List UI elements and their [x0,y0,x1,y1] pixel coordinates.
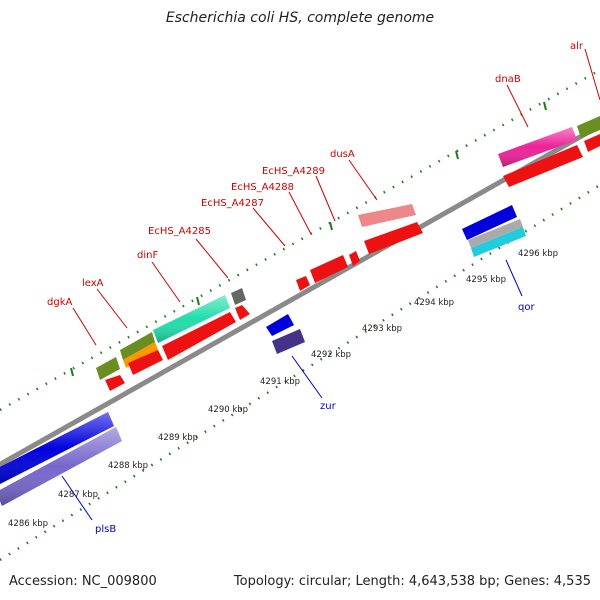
gene-zur-b[interactable] [272,329,305,354]
gene-label-alr: alr [570,41,584,52]
accession-label: Accession: NC_009800 [9,574,157,589]
cds-alr[interactable] [584,134,600,152]
cds-dinF[interactable] [162,312,236,360]
kbp-label-4296: 4296 kbp [518,249,558,259]
gene-lexA[interactable] [120,332,155,360]
gene-qor-c[interactable] [471,227,526,257]
gene-qor-b[interactable] [468,219,523,248]
kbp-label-4288: 4288 kbp [108,461,148,471]
label-leaders [61,48,600,521]
gene-label-EcHS_A4287: EcHS_A4287 [201,198,264,209]
gene-small-gray[interactable] [231,288,246,305]
gene-labels: dgkA lexA dinF EcHS_A4285 EcHS_A4287 EcH… [47,41,584,535]
genes-top-strand [96,116,600,380]
kbp-label-4292: 4292 kbp [311,350,351,360]
gene-qor[interactable] [462,205,517,240]
kbp-tick-labels: 4286 kbp 4287 kbp 4288 kbp 4289 kbp 4290… [8,249,558,529]
gene-label-dgkA: dgkA [47,297,72,308]
cds-EcHS_A4289[interactable] [349,251,360,266]
gene-dusA[interactable] [358,204,416,227]
gene-label-dinF: dinF [137,250,158,261]
major-ticks-top [70,101,547,377]
cds-EcHS_A4287[interactable] [296,276,310,291]
gene-label-zur: zur [320,401,337,412]
gene-zur[interactable] [266,314,294,336]
cds-top-strand [105,134,600,391]
gene-label-plsB: plsB [95,524,116,535]
cds-lexA[interactable] [128,350,163,375]
gene-label-EcHS_A4285: EcHS_A4285 [148,226,211,237]
map-title: Escherichia coli HS, complete genome [165,10,435,26]
kbp-label-4294: 4294 kbp [414,298,454,308]
kbp-label-4290: 4290 kbp [208,405,248,415]
cds-dgkA[interactable] [105,375,125,391]
cds-EcHS_A4288[interactable] [310,255,348,283]
kbp-label-4286: 4286 kbp [8,519,48,529]
kbp-label-4293: 4293 kbp [362,324,402,334]
kbp-label-4295: 4295 kbp [466,275,506,285]
genome-map: dgkA lexA dinF EcHS_A4285 EcHS_A4287 EcH… [0,41,600,562]
gene-alr[interactable] [577,116,600,138]
kbp-label-4287: 4287 kbp [58,490,98,500]
cds-dusA[interactable] [364,222,423,254]
gene-dgkA[interactable] [96,357,120,380]
cds-small[interactable] [235,305,250,320]
gene-label-dnaB: dnaB [495,74,521,85]
kbp-label-4291: 4291 kbp [260,377,300,387]
genome-summary: Topology: circular; Length: 4,643,538 bp… [233,574,591,589]
gene-label-EcHS_A4288: EcHS_A4288 [231,182,294,193]
gene-label-EcHS_A4289: EcHS_A4289 [262,166,325,177]
gene-label-lexA: lexA [82,278,104,289]
cds-dnaB[interactable] [503,145,583,187]
gene-label-qor: qor [518,302,535,313]
gene-label-dusA: dusA [330,149,355,160]
genes-bottom-strand [0,205,526,506]
kbp-label-4289: 4289 kbp [158,433,198,443]
